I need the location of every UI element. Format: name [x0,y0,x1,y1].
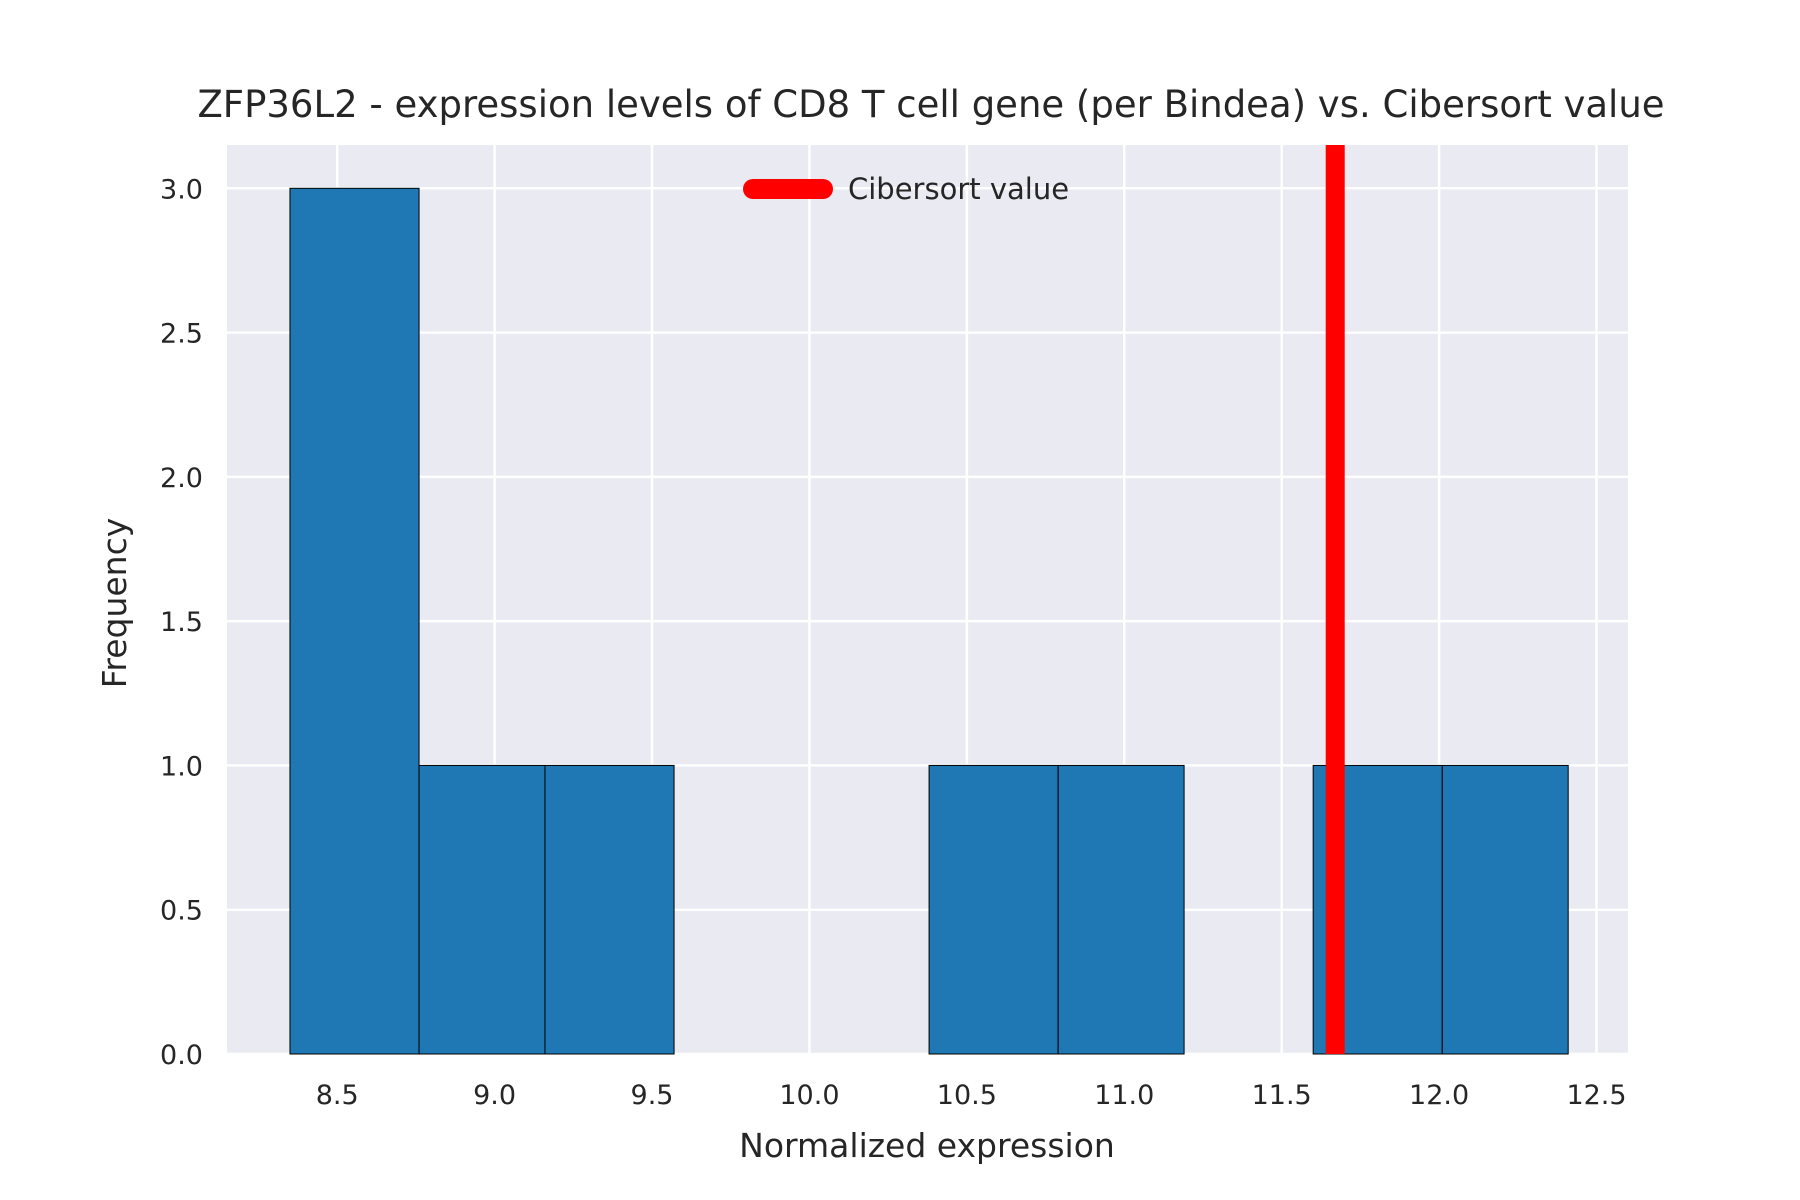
y-tick-label: 0.5 [160,896,203,927]
chart-title: ZFP36L2 - expression levels of CD8 T cel… [197,83,1664,126]
y-tick-labels: 0.0 0.5 1.0 1.5 2.0 2.5 3.0 [160,174,203,1071]
x-tick-labels: 8.5 9.0 9.5 10.0 10.5 11.0 11.5 12.0 12.5 [316,1080,1627,1111]
x-tick-label: 11.0 [1094,1080,1154,1111]
x-tick-label: 8.5 [316,1080,359,1111]
histogram-bar [1441,764,1569,1055]
legend: Cibersort value [743,172,1069,206]
y-axis-label: Frequency [95,518,134,688]
y-tick-label: 3.0 [160,174,203,205]
histogram-bar [1057,764,1185,1055]
histogram-bar [928,764,1059,1055]
x-tick-label: 10.0 [779,1080,839,1111]
y-tick-label: 2.5 [160,319,203,350]
y-tick-label: 1.5 [160,607,203,638]
x-axis-label: Normalized expression [739,1126,1115,1165]
x-tick-label: 11.5 [1252,1080,1312,1111]
y-tick-label: 2.0 [160,463,203,494]
x-tick-label: 9.5 [631,1080,674,1111]
histogram-bar [418,764,546,1055]
x-tick-label: 12.5 [1566,1080,1626,1111]
x-tick-label: 9.0 [473,1080,516,1111]
y-tick-label: 0.0 [160,1040,203,1071]
y-tick-label: 1.0 [160,751,203,782]
histogram-bar [289,187,420,1055]
x-tick-label: 12.0 [1409,1080,1469,1111]
x-tick-label: 10.5 [937,1080,997,1111]
legend-label-cibersort: Cibersort value [848,172,1069,206]
histogram-bar [544,764,675,1055]
